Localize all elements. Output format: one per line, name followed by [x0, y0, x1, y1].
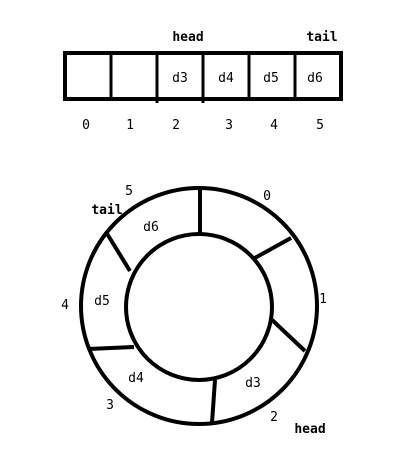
array-index: 2: [172, 118, 180, 133]
ring-segment-value: d6: [143, 220, 159, 235]
ring-segment-value: d5: [94, 294, 110, 309]
ring-segment-index: 0: [263, 189, 271, 204]
array-cell-value: d3: [172, 71, 188, 86]
array-index: 0: [82, 118, 90, 133]
ring-segment-index: 4: [61, 298, 69, 313]
ring-inner: [124, 232, 274, 382]
ring-segment-value: d3: [245, 376, 261, 391]
array-index: 3: [225, 118, 233, 133]
ring-segment-index: 3: [106, 398, 114, 413]
ring-divider: [87, 345, 135, 351]
ring-divider: [104, 230, 132, 273]
array-index: 1: [126, 118, 134, 133]
array-index: 5: [316, 118, 324, 133]
ring-divider: [210, 379, 217, 424]
ring-outer: [79, 186, 319, 426]
ring-tail-label: tail: [91, 203, 122, 218]
ring-segment-value: d4: [128, 371, 144, 386]
array-cell-value: d4: [218, 71, 234, 86]
ring-segment-index: 5: [125, 184, 133, 199]
array-index: 4: [270, 118, 278, 133]
linear-array: head tail d3 d4 d5 d6 0 1 2 3 4 5: [63, 30, 343, 133]
array-cell-value: d5: [263, 71, 279, 86]
linear-tail-label: tail: [306, 30, 337, 45]
ring-segment-index: 2: [270, 410, 278, 425]
ring-divider: [252, 236, 292, 261]
ring-buffer: d3 d4 d5 d6 0 1 2 3 4 5 tail head: [61, 184, 327, 437]
ring-head-label: head: [294, 422, 325, 437]
ring-segment-index: 1: [319, 292, 327, 307]
ring-divider: [268, 316, 307, 353]
linear-head-label: head: [172, 30, 203, 45]
array-cell-value: d6: [307, 71, 323, 86]
